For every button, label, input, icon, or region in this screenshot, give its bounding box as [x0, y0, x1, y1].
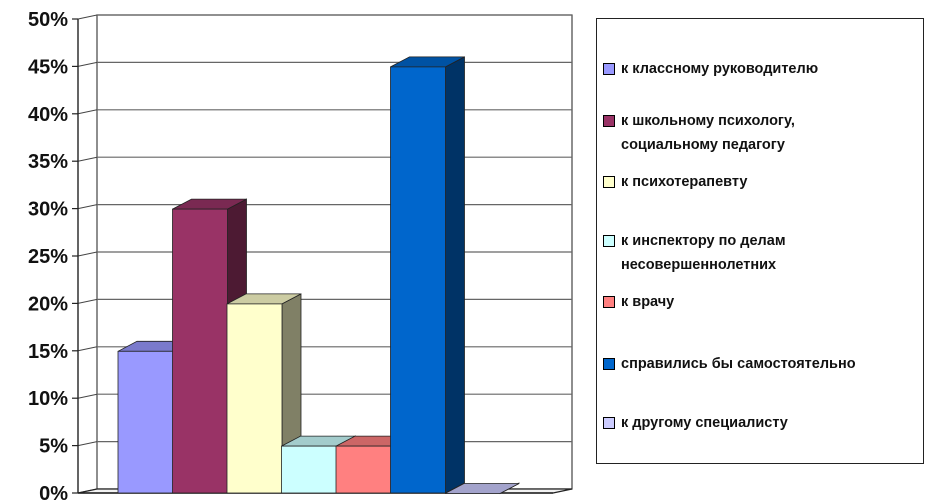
gridline-side — [77, 156, 98, 162]
legend-label: к врачу — [621, 294, 675, 310]
gridline-side — [77, 204, 98, 210]
legend-item: к другому специалисту — [603, 411, 919, 435]
y-tick-label: 0% — [39, 483, 68, 504]
legend-label: к классному руководителю — [621, 61, 819, 77]
legend-item: к инспектору по делам несовершеннолетних — [603, 229, 919, 277]
legend-item: к врачу — [603, 290, 919, 314]
gridline-side — [77, 14, 98, 20]
legend-swatch — [603, 358, 615, 370]
legend-item: справились бы самостоятельно — [603, 352, 919, 376]
y-tick-label: 5% — [39, 436, 68, 458]
y-tick-label: 15% — [28, 341, 68, 363]
legend-swatch — [603, 115, 615, 127]
gridline-side — [77, 251, 98, 257]
bar-front — [390, 66, 446, 494]
bar-front — [226, 303, 283, 494]
legend-item: к психотерапевту — [603, 170, 919, 194]
bar-chart: 0% 5% 10% 15% 20% 25% 30% 35% 40% 45% 50% — [28, 9, 573, 504]
legend-swatch — [603, 417, 615, 429]
bar-front — [117, 350, 174, 494]
y-tick-label: 30% — [28, 199, 68, 221]
bar-front — [172, 208, 228, 494]
y-tick-label: 50% — [28, 9, 68, 31]
bar-side — [445, 56, 465, 494]
gridline-side — [77, 346, 98, 352]
bar — [390, 56, 465, 494]
tick-labels: 0% 5% 10% 15% 20% 25% 30% 35% 40% 45% 50% — [28, 9, 68, 504]
bar — [444, 482, 520, 495]
legend-swatch — [603, 63, 615, 75]
legend-label: к другому специалисту — [621, 415, 788, 431]
y-tick-label: 25% — [28, 246, 68, 268]
chart-legend: к классному руководителю к школьному пси… — [596, 18, 924, 464]
y-tick-label: 45% — [28, 56, 68, 78]
bar-top — [444, 483, 520, 494]
bars-layer — [117, 56, 520, 495]
bar-front — [335, 445, 392, 494]
legend-label: к школьному психологу, социальному педаг… — [621, 113, 795, 153]
legend-item: к классному руководителю — [603, 57, 919, 81]
bar-front — [281, 445, 337, 494]
legend-label: справились бы самостоятельно — [621, 356, 856, 372]
y-tick-label: 20% — [28, 293, 68, 315]
gridline-side — [77, 61, 98, 67]
legend-item: к школьному психологу, социальному педаг… — [603, 109, 919, 157]
gridline-side — [77, 393, 98, 399]
gridline-side — [77, 298, 98, 304]
legend-label: к психотерапевту — [621, 174, 748, 190]
y-tick-label: 10% — [28, 388, 68, 410]
y-tick-label: 40% — [28, 104, 68, 126]
legend-label: к инспектору по делам несовершеннолетних — [621, 233, 786, 273]
y-tick-label: 35% — [28, 151, 68, 173]
gridline-side — [77, 109, 98, 115]
legend-swatch — [603, 296, 615, 308]
gridline-side — [77, 441, 98, 447]
legend-swatch — [603, 176, 615, 188]
legend-swatch — [603, 235, 615, 247]
